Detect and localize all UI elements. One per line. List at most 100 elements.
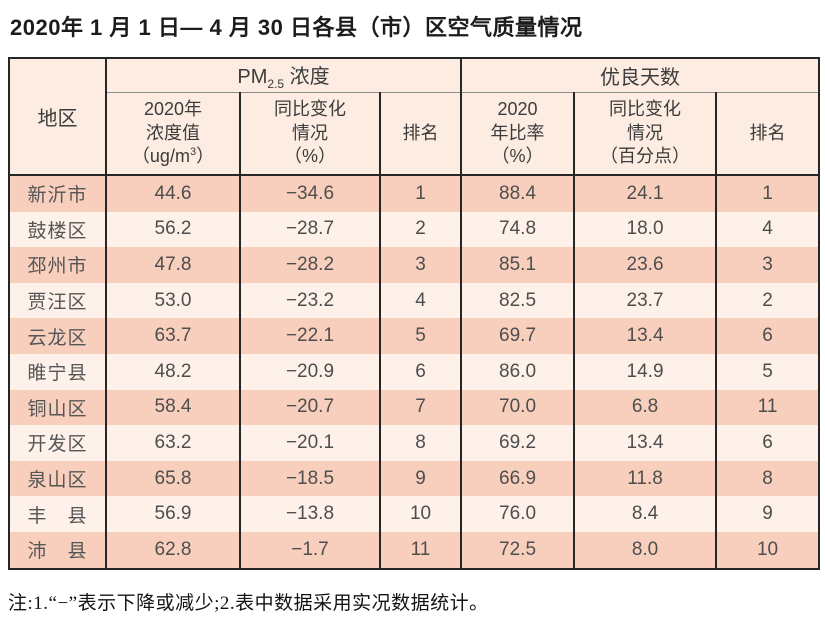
ratio-rank-cell: 5: [715, 353, 820, 390]
pm25-change-cell: −23.2: [239, 282, 380, 319]
region-cell: 丰 县: [9, 496, 106, 532]
pm25-value-cell: 56.9: [105, 496, 240, 532]
table-row: 睢宁县 48.2 −20.9 6 86.0 14.9 5: [9, 353, 820, 390]
region-cell: 铜山区: [9, 389, 106, 426]
table-row: 鼓楼区 56.2 −28.7 2 74.8 18.0 4: [9, 211, 820, 248]
table-row: 贾汪区 53.0 −23.2 4 82.5 23.7 2: [9, 282, 820, 319]
header-pm25-rank: 排名: [378, 92, 462, 176]
pm25-rank-cell: 10: [378, 496, 462, 532]
ratio-cell: 85.1: [460, 247, 575, 283]
pm25-change-cell: −13.8: [239, 496, 380, 532]
pm25-rank-cell: 11: [378, 531, 462, 569]
region-cell: 开发区: [9, 425, 106, 461]
ratio-cell: 86.0: [460, 353, 575, 390]
header-ratio-rank: 排名: [715, 92, 820, 176]
pm25-value-cell: 58.4: [105, 389, 240, 426]
region-cell: 泉山区: [9, 460, 106, 497]
region-cell: 贾汪区: [9, 282, 106, 319]
ratio-rank-cell: 6: [715, 425, 820, 461]
pm25-label-prefix: PM: [237, 66, 268, 88]
pm25-rank-cell: 1: [378, 175, 462, 212]
ratio-rank-cell: 1: [715, 175, 820, 212]
ratio-change-cell: 23.6: [573, 247, 717, 283]
pm25-rank-cell: 8: [378, 425, 462, 461]
ratio-rank-cell: 4: [715, 211, 820, 248]
ratio-cell: 88.4: [460, 175, 575, 212]
header-pm25-value: 2020年 浓度值 （ug/m3）: [106, 92, 240, 176]
header-good-days-group: 优良天数: [460, 58, 820, 93]
ratio-change-cell: 13.4: [573, 425, 717, 461]
ratio-rank-cell: 8: [715, 460, 820, 497]
header-ratio-change: 同比变化 情况 （百分点）: [573, 92, 717, 176]
ratio-cell: 70.0: [460, 389, 575, 426]
pm25-rank-cell: 2: [378, 211, 462, 248]
region-cell: 沛 县: [9, 531, 106, 569]
pm25-change-cell: −28.2: [239, 247, 380, 283]
pm25-change-cell: −20.7: [239, 389, 380, 426]
table-row: 云龙区 63.7 −22.1 5 69.7 13.4 6: [9, 318, 820, 354]
pm25-rank-cell: 3: [378, 247, 462, 283]
pm25-value-cell: 53.0: [105, 282, 240, 319]
ratio-rank-cell: 6: [715, 318, 820, 354]
table-row: 沛 县 62.8 −1.7 11 72.5 8.0 10: [9, 531, 820, 569]
pm25-change-cell: −1.7: [239, 531, 380, 569]
footnote: 注:1.“−”表示下降或减少;2.表中数据采用实况数据统计。: [8, 592, 489, 614]
pm25-change-cell: −20.1: [239, 425, 380, 461]
ratio-change-cell: 14.9: [573, 353, 717, 390]
region-cell: 睢宁县: [9, 353, 106, 390]
air-quality-table: 地区 PM2.5 浓度 优良天数 2020年 浓度值 （ug/m3） 同比变化 …: [8, 57, 821, 570]
pm25-value-cell: 63.2: [105, 425, 240, 461]
header-region: 地区: [9, 58, 107, 176]
pm25-change-cell: −20.9: [239, 353, 380, 390]
ratio-rank-cell: 9: [715, 496, 820, 532]
ratio-rank-cell: 2: [715, 282, 820, 319]
ratio-change-cell: 8.0: [573, 531, 717, 569]
ratio-rank-cell: 10: [715, 531, 820, 569]
ratio-cell: 69.2: [460, 425, 575, 461]
pm25-rank-cell: 7: [378, 389, 462, 426]
pm25-value-cell: 56.2: [105, 211, 240, 248]
table-row: 新沂市 44.6 −34.6 1 88.4 24.1 1: [9, 175, 820, 212]
pm25-rank-cell: 5: [378, 318, 462, 354]
table-row: 铜山区 58.4 −20.7 7 70.0 6.8 11: [9, 389, 820, 426]
ratio-cell: 82.5: [460, 282, 575, 319]
pm25-value-cell: 63.7: [105, 318, 240, 354]
ratio-rank-cell: 11: [715, 389, 820, 426]
pm25-value-cell: 47.8: [105, 247, 240, 283]
pm25-rank-cell: 9: [378, 460, 462, 497]
region-cell: 鼓楼区: [9, 211, 106, 248]
ratio-rank-cell: 3: [715, 247, 820, 283]
pm25-value-cell: 48.2: [105, 353, 240, 390]
header-sub-row: 2020年 浓度值 （ug/m3） 同比变化 情况 （%） 排名 2020 年比…: [9, 92, 820, 176]
ratio-change-cell: 24.1: [573, 175, 717, 212]
pm25-change-cell: −28.7: [239, 211, 380, 248]
pm25-value-cell: 44.6: [105, 175, 240, 212]
table-row: 开发区 63.2 −20.1 8 69.2 13.4 6: [9, 425, 820, 461]
ratio-change-cell: 13.4: [573, 318, 717, 354]
pm25-change-cell: −18.5: [239, 460, 380, 497]
region-cell: 新沂市: [9, 175, 106, 212]
pm25-change-cell: −34.6: [239, 175, 380, 212]
table-row: 丰 县 56.9 −13.8 10 76.0 8.4 9: [9, 496, 820, 532]
region-cell: 云龙区: [9, 318, 106, 354]
pm25-value-cell: 62.8: [105, 531, 240, 569]
ratio-change-cell: 6.8: [573, 389, 717, 426]
region-cell: 邳州市: [9, 247, 106, 283]
ratio-cell: 69.7: [460, 318, 575, 354]
ratio-change-cell: 11.8: [573, 460, 717, 497]
header-ratio: 2020 年比率 （%）: [460, 92, 575, 176]
ratio-cell: 74.8: [460, 211, 575, 248]
header-pm25-group: PM2.5 浓度: [104, 58, 462, 93]
ratio-cell: 72.5: [460, 531, 575, 569]
ratio-change-cell: 18.0: [573, 211, 717, 248]
table-row: 邳州市 47.8 −28.2 3 85.1 23.6 3: [9, 247, 820, 283]
pm25-label-subscript: 2.5: [267, 77, 285, 91]
ratio-change-cell: 23.7: [573, 282, 717, 319]
pm25-value-cell: 65.8: [105, 460, 240, 497]
pm25-rank-cell: 6: [378, 353, 462, 390]
pm25-change-cell: −22.1: [239, 318, 380, 354]
table-row: 泉山区 65.8 −18.5 9 66.9 11.8 8: [9, 460, 820, 497]
pm25-label-suffix: 浓度: [284, 66, 330, 88]
pm25-rank-cell: 4: [378, 282, 462, 319]
